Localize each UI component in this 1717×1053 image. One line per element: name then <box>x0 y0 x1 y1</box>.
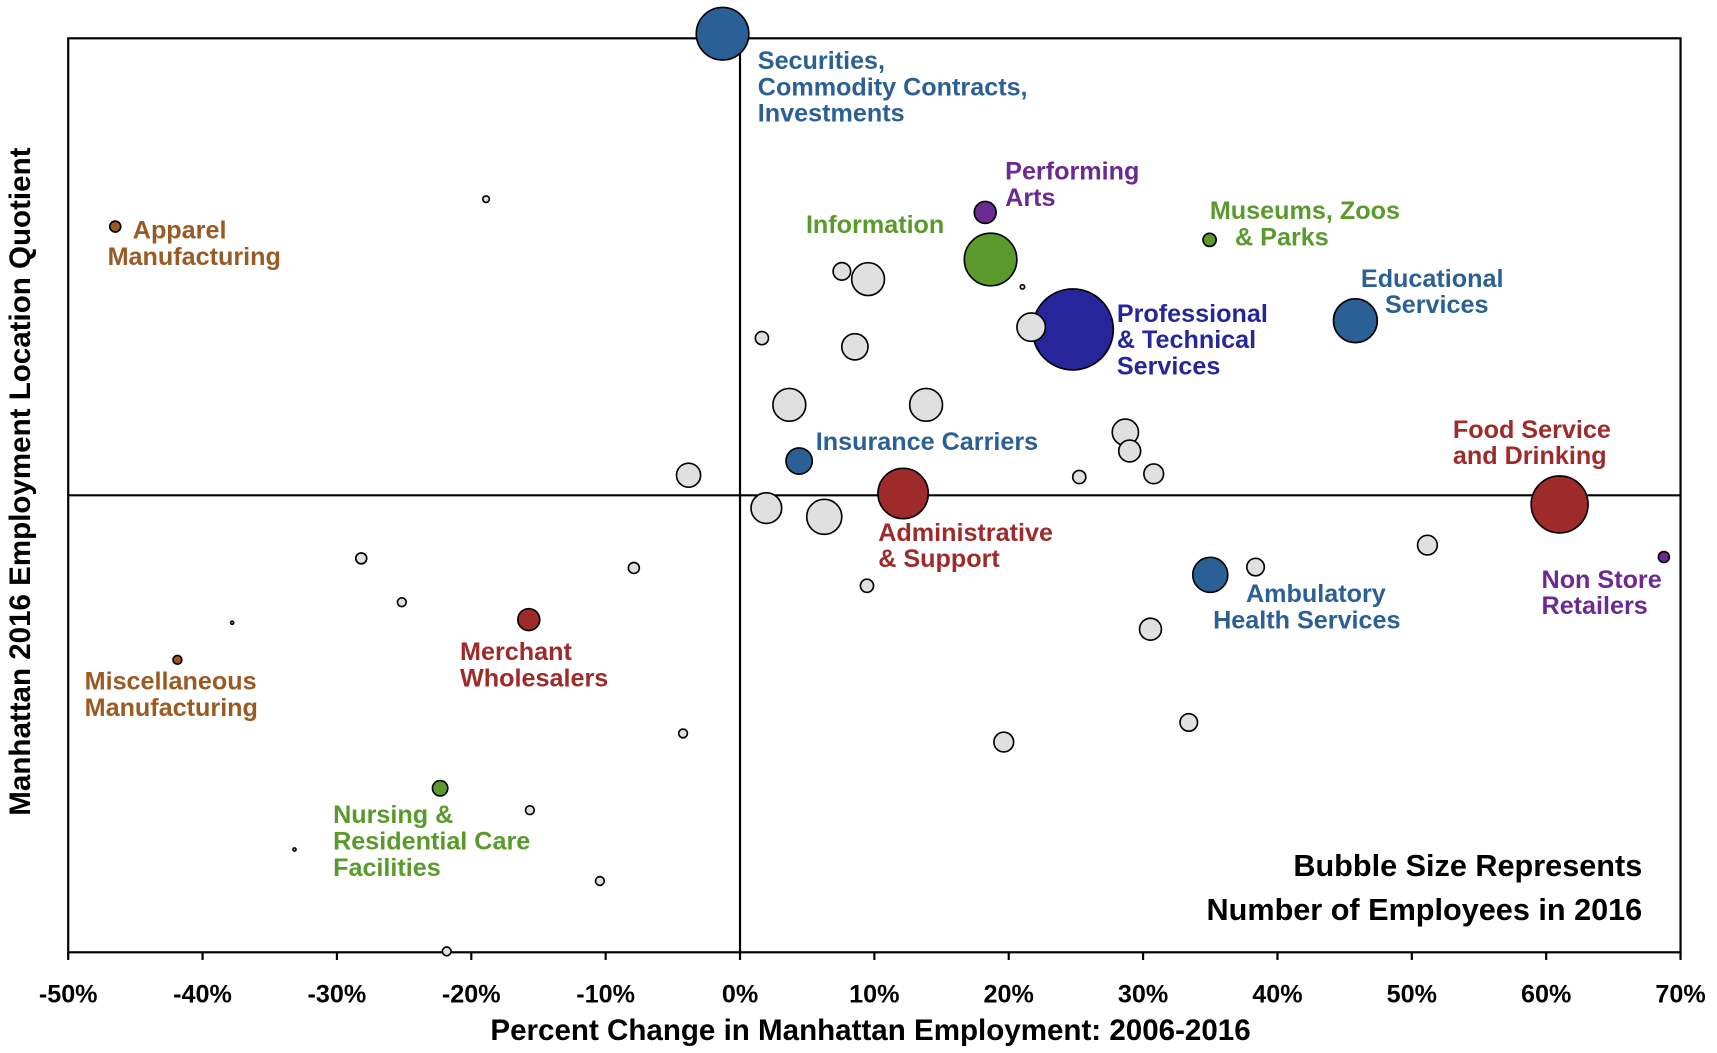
bubble <box>1117 439 1142 463</box>
bubble <box>772 387 807 423</box>
bubble <box>785 447 814 475</box>
bubble <box>1143 463 1165 485</box>
bubble <box>627 561 641 575</box>
bubble-label: & Technical <box>1117 326 1256 354</box>
bubble <box>594 875 606 887</box>
bubble <box>1416 534 1439 556</box>
y-axis-title: Manhattan 2016 Employment Location Quoti… <box>4 147 37 815</box>
bubble <box>1016 312 1047 343</box>
bubble-label: Arts <box>1005 184 1055 212</box>
bubble <box>108 220 122 233</box>
bubble <box>805 498 843 536</box>
x-tick-label: 70% <box>1655 981 1705 1009</box>
bubble <box>1657 550 1671 564</box>
bubble <box>1179 712 1199 733</box>
bubble-label: Retailers <box>1542 592 1648 620</box>
bubble <box>750 491 783 525</box>
bubble-label: Health Services <box>1213 606 1400 634</box>
bubble <box>431 779 449 797</box>
bubble-label: Information <box>806 211 944 239</box>
x-tick-label: 50% <box>1387 981 1437 1009</box>
bubble-label: Administrative <box>878 519 1053 547</box>
bubble-label: Apparel <box>133 217 227 245</box>
bubble <box>877 467 930 520</box>
x-tick-label: -50% <box>39 981 98 1009</box>
bubble-label: Museums, Zoos <box>1210 197 1400 225</box>
bubble <box>396 597 408 608</box>
bubble-label: & Parks <box>1235 223 1329 251</box>
bubble <box>1191 556 1229 594</box>
bubble <box>1071 469 1087 485</box>
bubble <box>1332 298 1379 344</box>
bubble <box>840 332 869 361</box>
x-tick-label: -20% <box>442 981 501 1009</box>
bubble-label: Insurance Carriers <box>816 428 1038 456</box>
bubble <box>517 607 541 632</box>
bubble <box>677 728 689 739</box>
x-tick-label: 30% <box>1118 981 1168 1009</box>
bubble <box>859 578 875 594</box>
bubble-label: Nursing & <box>333 801 453 829</box>
bubble-label: Services <box>1385 291 1489 319</box>
bubble-label: Commodity Contracts, <box>758 73 1028 101</box>
bubble-label: Securities, <box>758 47 885 75</box>
bubble <box>1202 232 1217 248</box>
annotation: Bubble Size Represents <box>1293 849 1642 883</box>
bubble <box>754 330 770 346</box>
bubble <box>524 804 536 816</box>
bubble-label: Professional <box>1117 300 1268 328</box>
bubble <box>1138 617 1163 641</box>
bubble <box>675 462 702 489</box>
bubble <box>850 261 886 297</box>
annotation: Number of Employees in 2016 <box>1207 893 1643 927</box>
x-tick-label: 20% <box>984 981 1034 1009</box>
bubble <box>993 731 1015 753</box>
bubble-label: Ambulatory <box>1246 580 1386 608</box>
bubble-label: Non Store <box>1542 566 1662 594</box>
bubble <box>1245 557 1266 577</box>
x-tick-label: -30% <box>308 981 367 1009</box>
bubble <box>1019 283 1026 290</box>
x-tick-label: 40% <box>1252 981 1302 1009</box>
bubble <box>481 195 491 204</box>
bubble-label: & Support <box>878 545 1000 573</box>
bubble-label: and Drinking <box>1453 442 1607 470</box>
bubble <box>973 200 997 225</box>
bubble <box>832 261 852 281</box>
bubble-label: Facilities <box>333 854 441 882</box>
x-tick-label: -10% <box>576 981 635 1009</box>
bubble <box>229 620 235 626</box>
bubble-label: Performing <box>1005 158 1139 186</box>
bubble <box>908 387 944 423</box>
x-tick-label: 0% <box>722 981 758 1009</box>
bubble-label: Services <box>1117 352 1221 380</box>
bubble <box>354 552 368 565</box>
bubble-label: Educational <box>1361 265 1504 293</box>
bubble-label: Residential Care <box>333 827 530 855</box>
bubble-label: Miscellaneous <box>85 668 257 696</box>
bubble <box>292 847 297 852</box>
x-tick-label: -40% <box>173 981 232 1009</box>
bubble-label: Manufacturing <box>85 694 258 722</box>
x-tick-label: 10% <box>849 981 899 1009</box>
bubble-label: Merchant <box>460 638 572 666</box>
bubble <box>695 6 750 61</box>
bubble <box>1530 475 1589 534</box>
bubble <box>441 946 452 957</box>
bubble-label: Investments <box>758 100 905 128</box>
bubble <box>172 654 183 666</box>
bubble-label: Wholesalers <box>460 664 608 692</box>
bubble <box>963 232 1018 287</box>
bubble-label: Food Service <box>1453 416 1611 444</box>
x-tick-label: 60% <box>1521 981 1571 1009</box>
x-axis-title: Percent Change in Manhattan Employment: … <box>490 1014 1250 1047</box>
bubble-label: Manufacturing <box>108 243 281 271</box>
